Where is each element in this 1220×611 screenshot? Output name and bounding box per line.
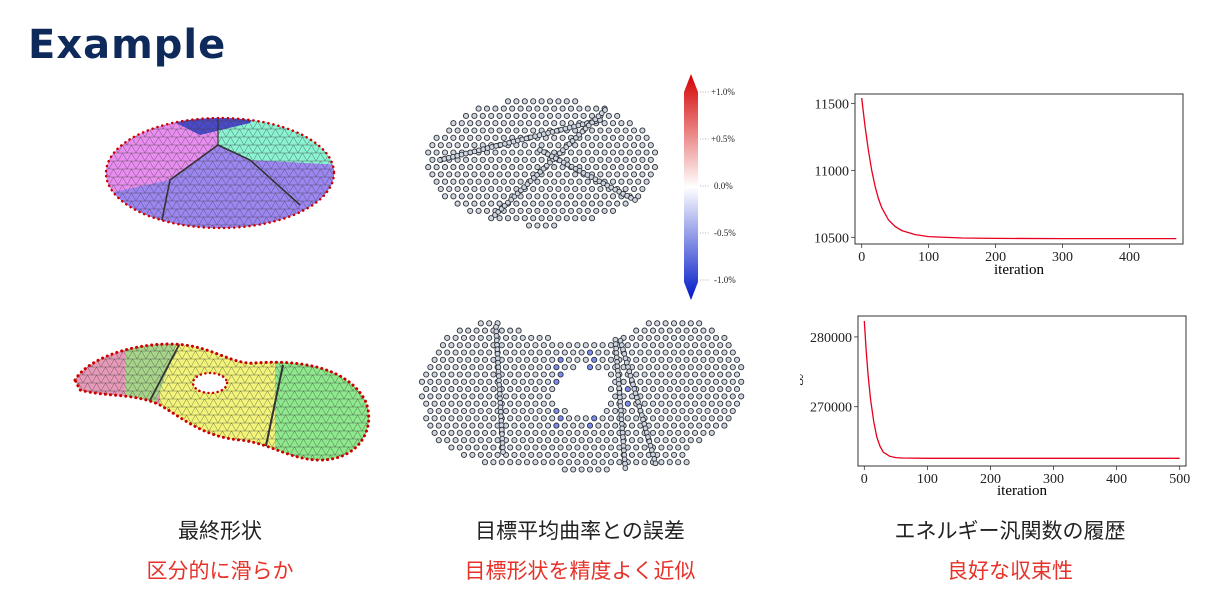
x-tick-label: 300 — [1043, 472, 1064, 487]
mesh-bean-figure — [73, 342, 371, 462]
error-points-ellipse-figure — [425, 98, 659, 229]
x-tick-label: 0 — [861, 472, 868, 487]
x-tick-label: 300 — [1052, 250, 1073, 265]
y-tick-label: 11500 — [815, 97, 849, 112]
caption-final-shape: 最終形状 区分的に滑らか — [90, 515, 350, 585]
x-tick-label: 100 — [917, 472, 938, 487]
y-axis-label: energy — [800, 370, 804, 411]
x-tick-label: 100 — [918, 250, 939, 265]
caption-curvature-error: 目標平均曲率との誤差 目標形状を精度よく近似 — [420, 515, 740, 585]
energy-chart-bottom: 0 100 200 300 400 500 270000 280000 iteration e… — [800, 315, 1190, 499]
x-tick-label: 0 — [858, 250, 865, 265]
x-axis-label: iteration — [994, 262, 1044, 278]
y-tick-label: 10500 — [814, 231, 849, 246]
x-tick-label: 500 — [1169, 472, 1190, 487]
y-tick-label: 11000 — [815, 164, 849, 179]
caption-subtitle: 目標形状を精度よく近似 — [464, 559, 696, 583]
x-tick-label: 400 — [1106, 472, 1127, 487]
x-tick-label: 400 — [1119, 250, 1140, 265]
colorbar-tick-1: +1.0% — [711, 87, 735, 97]
colorbar-tick-2: +0.5% — [711, 134, 735, 144]
energy-series-line — [861, 97, 1177, 240]
caption-title: 最終形状 — [178, 519, 262, 543]
page-title: Example — [28, 22, 227, 68]
y-tick-label: 270000 — [810, 401, 852, 416]
x-axis-label: iteration — [997, 483, 1047, 499]
caption-subtitle: 良好な収束性 — [947, 559, 1073, 583]
colorbar-tick-3: 0.0% — [714, 181, 733, 191]
colorbar-tick-5: -1.0% — [714, 275, 736, 285]
colorbar-tick-4: -0.5% — [714, 228, 736, 238]
caption-energy-history: エネルギー汎関数の履歴 良好な収束性 — [850, 515, 1170, 585]
error-colorbar: +1.0% +0.5% 0.0% -0.5% -1.0% — [684, 74, 736, 300]
mesh-ellipse-figure — [104, 116, 336, 230]
caption-subtitle: 区分的に滑らか — [146, 559, 294, 583]
y-tick-label: 280000 — [810, 331, 852, 346]
x-tick-label: 200 — [985, 250, 1006, 265]
error-points-bean-figure — [418, 320, 745, 473]
x-tick-label: 200 — [980, 472, 1001, 487]
caption-title: エネルギー汎関数の履歴 — [894, 519, 1126, 543]
caption-title: 目標平均曲率との誤差 — [475, 519, 685, 543]
energy-series-line — [863, 320, 1180, 459]
